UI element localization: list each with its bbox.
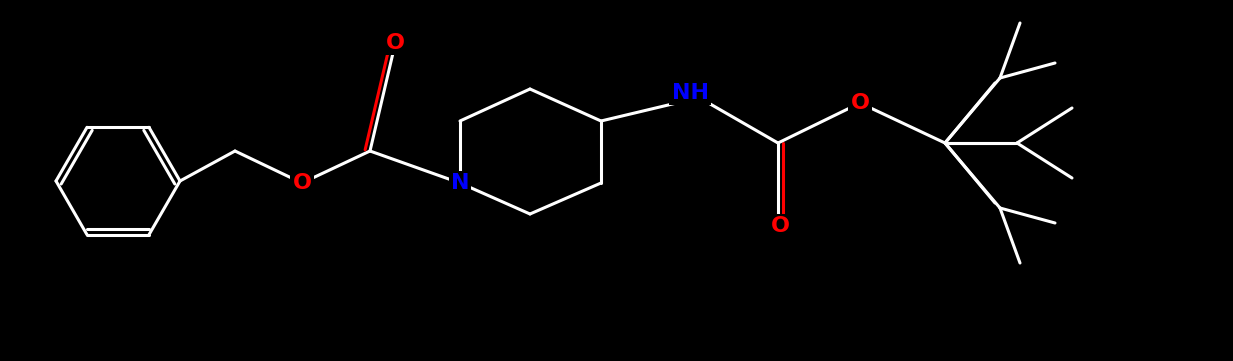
Text: O: O <box>771 216 789 236</box>
Text: O: O <box>386 33 404 53</box>
Text: N: N <box>451 173 470 193</box>
Text: O: O <box>292 173 312 193</box>
Text: NH: NH <box>672 83 709 103</box>
Text: O: O <box>851 93 869 113</box>
